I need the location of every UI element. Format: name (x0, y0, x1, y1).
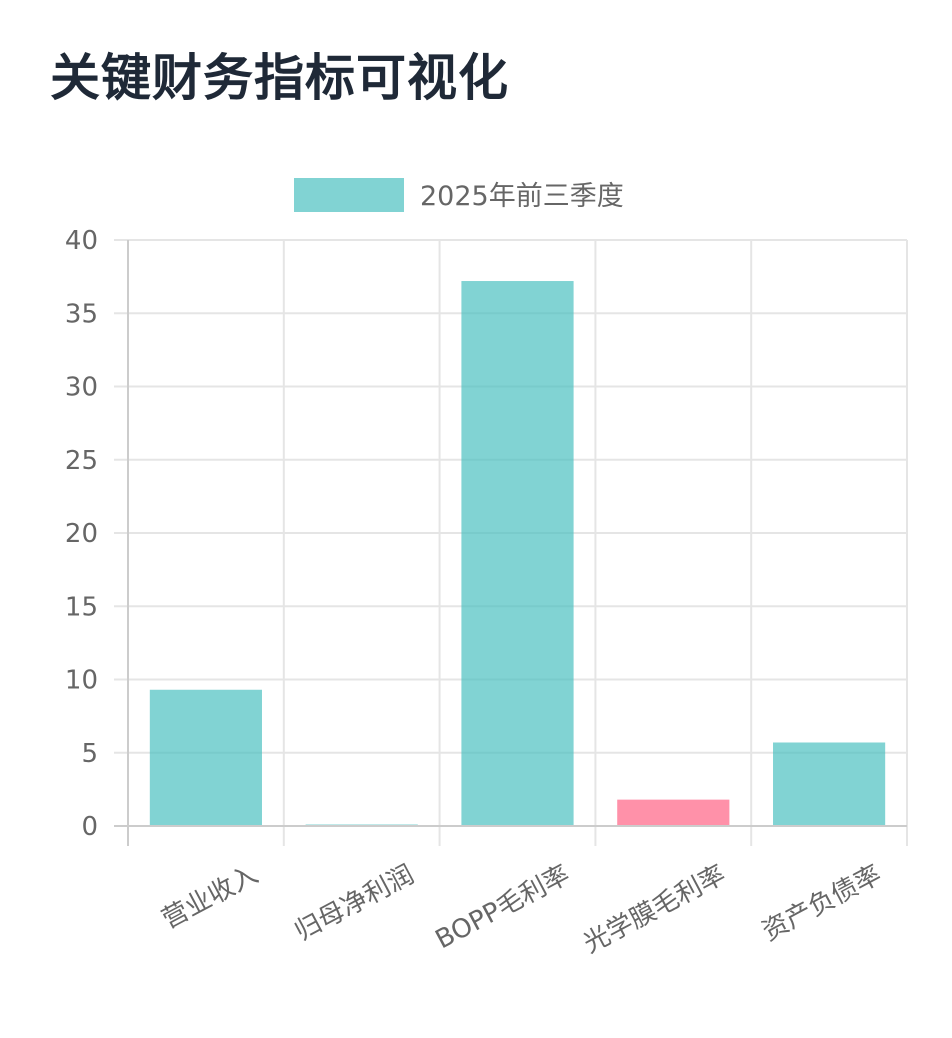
bar[interactable] (461, 281, 574, 826)
y-tick-label: 30 (65, 373, 98, 403)
legend-label[interactable]: 2025年前三季度 (420, 181, 624, 212)
y-tick-label: 0 (81, 812, 98, 842)
y-tick-label: 35 (65, 299, 98, 329)
bars (149, 281, 886, 826)
y-tick-label: 10 (65, 666, 98, 696)
axes (114, 240, 907, 846)
y-axis-ticks: 0 5 10 15 20 25 30 35 40 (65, 226, 98, 842)
legend-swatch[interactable] (294, 178, 404, 212)
x-tick-label: 光学膜毛利率 (579, 860, 731, 960)
y-tick-label: 5 (81, 739, 98, 769)
y-tick-label: 40 (65, 226, 98, 256)
x-tick-label: 资产负债率 (758, 860, 887, 948)
x-tick-label: 营业收入 (157, 860, 263, 935)
y-tick-label: 25 (65, 446, 98, 476)
bar[interactable] (149, 689, 262, 826)
x-tick-label: BOPP毛利率 (431, 860, 575, 956)
y-tick-label: 15 (65, 592, 98, 622)
y-tick-label: 20 (65, 519, 98, 549)
x-axis-ticks: 营业收入 归母净利润 BOPP毛利率 光学膜毛利率 资产负债率 (157, 860, 886, 960)
page-title: 关键财务指标可视化 (50, 49, 509, 107)
bar[interactable] (773, 742, 886, 826)
x-tick-label: 归母净利润 (290, 860, 419, 948)
bar[interactable] (617, 799, 730, 826)
chart-legend: 2025年前三季度 (294, 178, 624, 212)
